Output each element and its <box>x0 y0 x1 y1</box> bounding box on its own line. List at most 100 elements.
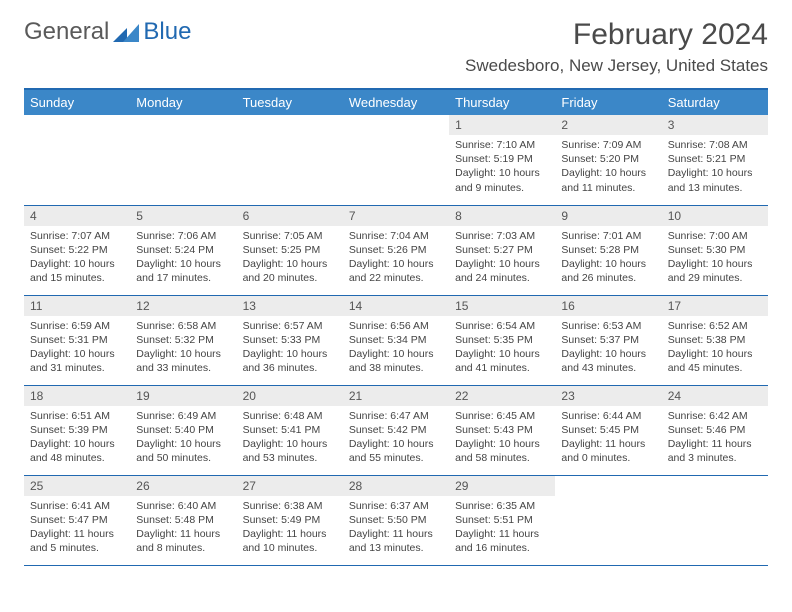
calendar-day-cell: 8Sunrise: 7:03 AMSunset: 5:27 PMDaylight… <box>449 205 555 295</box>
daylight-text: Daylight: 10 hours and 24 minutes. <box>455 257 549 285</box>
calendar-day-cell: 18Sunrise: 6:51 AMSunset: 5:39 PMDayligh… <box>24 385 130 475</box>
calendar-day-cell: 29Sunrise: 6:35 AMSunset: 5:51 PMDayligh… <box>449 475 555 565</box>
day-header-thursday: Thursday <box>449 89 555 115</box>
title-block: February 2024 Swedesboro, New Jersey, Un… <box>465 18 768 76</box>
day-header-row: Sunday Monday Tuesday Wednesday Thursday… <box>24 89 768 115</box>
day-details: Sunrise: 7:05 AMSunset: 5:25 PMDaylight:… <box>237 226 343 289</box>
day-details: Sunrise: 7:01 AMSunset: 5:28 PMDaylight:… <box>555 226 661 289</box>
day-number: 24 <box>662 386 768 406</box>
calendar-empty-cell <box>343 115 449 205</box>
sunset-text: Sunset: 5:41 PM <box>243 423 337 437</box>
calendar-day-cell: 26Sunrise: 6:40 AMSunset: 5:48 PMDayligh… <box>130 475 236 565</box>
daylight-text: Daylight: 10 hours and 29 minutes. <box>668 257 762 285</box>
sunset-text: Sunset: 5:45 PM <box>561 423 655 437</box>
day-details: Sunrise: 6:35 AMSunset: 5:51 PMDaylight:… <box>449 496 555 559</box>
calendar-empty-cell <box>237 115 343 205</box>
day-number: 25 <box>24 476 130 496</box>
day-number: 14 <box>343 296 449 316</box>
page-title: February 2024 <box>465 18 768 52</box>
day-details: Sunrise: 7:00 AMSunset: 5:30 PMDaylight:… <box>662 226 768 289</box>
daylight-text: Daylight: 10 hours and 43 minutes. <box>561 347 655 375</box>
day-number: 21 <box>343 386 449 406</box>
sunrise-text: Sunrise: 6:56 AM <box>349 319 443 333</box>
calendar-day-cell: 6Sunrise: 7:05 AMSunset: 5:25 PMDaylight… <box>237 205 343 295</box>
day-details: Sunrise: 7:10 AMSunset: 5:19 PMDaylight:… <box>449 135 555 198</box>
daylight-text: Daylight: 10 hours and 26 minutes. <box>561 257 655 285</box>
calendar-day-cell: 5Sunrise: 7:06 AMSunset: 5:24 PMDaylight… <box>130 205 236 295</box>
day-number: 2 <box>555 115 661 135</box>
sunrise-text: Sunrise: 7:08 AM <box>668 138 762 152</box>
calendar-day-cell: 14 Sunrise: 6:56 AMSunset: 5:34 PMDayligh… <box>343 295 449 385</box>
day-number: 20 <box>237 386 343 406</box>
sunrise-text: Sunrise: 7:09 AM <box>561 138 655 152</box>
day-number: 13 <box>237 296 343 316</box>
day-details: Sunrise: 6:49 AMSunset: 5:40 PMDaylight:… <box>130 406 236 469</box>
day-details: Sunrise: 6:37 AMSunset: 5:50 PMDaylight:… <box>343 496 449 559</box>
calendar-week-row: 4Sunrise: 7:07 AMSunset: 5:22 PMDaylight… <box>24 205 768 295</box>
sunrise-text: Sunrise: 6:37 AM <box>349 499 443 513</box>
logo-text-general: General <box>24 18 109 46</box>
sunrise-text: Sunrise: 7:01 AM <box>561 229 655 243</box>
day-details: Sunrise: 7:03 AMSunset: 5:27 PMDaylight:… <box>449 226 555 289</box>
day-number: 8 <box>449 206 555 226</box>
sunset-text: Sunset: 5:31 PM <box>30 333 124 347</box>
calendar-day-cell: 21Sunrise: 6:47 AMSunset: 5:42 PMDayligh… <box>343 385 449 475</box>
calendar-day-cell: 15Sunrise: 6:54 AMSunset: 5:35 PMDayligh… <box>449 295 555 385</box>
daylight-text: Daylight: 10 hours and 41 minutes. <box>455 347 549 375</box>
daylight-text: Daylight: 10 hours and 45 minutes. <box>668 347 762 375</box>
calendar-empty-cell <box>555 475 661 565</box>
day-details: Sunrise: 6:42 AMSunset: 5:46 PMDaylight:… <box>662 406 768 469</box>
daylight-text: Daylight: 10 hours and 22 minutes. <box>349 257 443 285</box>
sunset-text: Sunset: 5:34 PM <box>349 333 443 347</box>
sunrise-text: Sunrise: 6:59 AM <box>30 319 124 333</box>
day-details: Sunrise: 6:53 AMSunset: 5:37 PMDaylight:… <box>555 316 661 379</box>
sunset-text: Sunset: 5:21 PM <box>668 152 762 166</box>
day-details: Sunrise: 6:48 AMSunset: 5:41 PMDaylight:… <box>237 406 343 469</box>
day-number: 1 <box>449 115 555 135</box>
day-details: Sunrise: 7:08 AMSunset: 5:21 PMDaylight:… <box>662 135 768 198</box>
sunset-text: Sunset: 5:51 PM <box>455 513 549 527</box>
calendar-day-cell: 12Sunrise: 6:58 AMSunset: 5:32 PMDayligh… <box>130 295 236 385</box>
daylight-text: Daylight: 11 hours and 8 minutes. <box>136 527 230 555</box>
day-header-friday: Friday <box>555 89 661 115</box>
day-number: 10 <box>662 206 768 226</box>
sunrise-text: Sunrise: 6:42 AM <box>668 409 762 423</box>
sunrise-text: Sunrise: 6:58 AM <box>136 319 230 333</box>
sunset-text: Sunset: 5:39 PM <box>30 423 124 437</box>
sunset-text: Sunset: 5:42 PM <box>349 423 443 437</box>
calendar-week-row: 1Sunrise: 7:10 AMSunset: 5:19 PMDaylight… <box>24 115 768 205</box>
day-details: Sunrise: 7:06 AMSunset: 5:24 PMDaylight:… <box>130 226 236 289</box>
sunrise-text: Sunrise: 6:49 AM <box>136 409 230 423</box>
sunset-text: Sunset: 5:48 PM <box>136 513 230 527</box>
day-number: 6 <box>237 206 343 226</box>
day-details: Sunrise: 6:58 AMSunset: 5:32 PMDaylight:… <box>130 316 236 379</box>
calendar-day-cell: 10Sunrise: 7:00 AMSunset: 5:30 PMDayligh… <box>662 205 768 295</box>
sunrise-text: Sunrise: 6:51 AM <box>30 409 124 423</box>
day-details: Sunrise: 7:09 AMSunset: 5:20 PMDaylight:… <box>555 135 661 198</box>
sunrise-text: Sunrise: 6:48 AM <box>243 409 337 423</box>
day-number: 12 <box>130 296 236 316</box>
daylight-text: Daylight: 10 hours and 15 minutes. <box>30 257 124 285</box>
daylight-text: Daylight: 10 hours and 20 minutes. <box>243 257 337 285</box>
day-number: 22 <box>449 386 555 406</box>
calendar-day-cell: 11Sunrise: 6:59 AMSunset: 5:31 PMDayligh… <box>24 295 130 385</box>
calendar-day-cell: 2Sunrise: 7:09 AMSunset: 5:20 PMDaylight… <box>555 115 661 205</box>
daylight-text: Daylight: 10 hours and 13 minutes. <box>668 166 762 194</box>
day-number: 23 <box>555 386 661 406</box>
sunrise-text: Sunrise: 6:40 AM <box>136 499 230 513</box>
day-details: Sunrise: 6:59 AMSunset: 5:31 PMDaylight:… <box>24 316 130 379</box>
calendar-day-cell: 16Sunrise: 6:53 AMSunset: 5:37 PMDayligh… <box>555 295 661 385</box>
calendar-week-row: 18Sunrise: 6:51 AMSunset: 5:39 PMDayligh… <box>24 385 768 475</box>
sunset-text: Sunset: 5:49 PM <box>243 513 337 527</box>
calendar-table: Sunday Monday Tuesday Wednesday Thursday… <box>24 88 768 566</box>
sunset-text: Sunset: 5:50 PM <box>349 513 443 527</box>
sunset-text: Sunset: 5:30 PM <box>668 243 762 257</box>
daylight-text: Daylight: 11 hours and 10 minutes. <box>243 527 337 555</box>
sunrise-text: Sunrise: 7:10 AM <box>455 138 549 152</box>
logo-icon <box>113 22 141 42</box>
sunset-text: Sunset: 5:38 PM <box>668 333 762 347</box>
daylight-text: Daylight: 10 hours and 38 minutes. <box>349 347 443 375</box>
daylight-text: Daylight: 10 hours and 33 minutes. <box>136 347 230 375</box>
calendar-day-cell: 23Sunrise: 6:44 AMSunset: 5:45 PMDayligh… <box>555 385 661 475</box>
daylight-text: Daylight: 10 hours and 31 minutes. <box>30 347 124 375</box>
